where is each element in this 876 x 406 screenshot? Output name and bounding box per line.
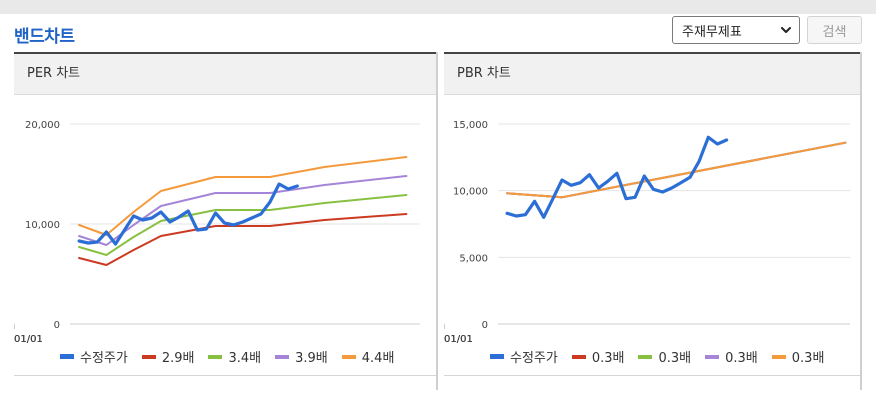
per-chart-panel: PER 차트 0 10,000 20,000 2022/01/012024/01/01…	[14, 52, 438, 390]
legend-item[interactable]: 3.9배	[275, 347, 328, 366]
per-chart: 0 10,000 20,000 2022/01/012024/01/012026/01…	[14, 120, 420, 344]
x-tick-label: 2026/01/01	[444, 334, 473, 344]
legend-label: 수정주가	[510, 351, 558, 366]
legend-label: 3.4배	[228, 351, 262, 366]
legend-label: 3.9배	[295, 351, 328, 366]
band-series-line	[506, 141, 847, 199]
legend-swatch	[275, 354, 290, 359]
y-tick-label: 15,000	[453, 120, 488, 131]
legend-item[interactable]: 2.9배	[141, 347, 195, 366]
band-series-line	[78, 175, 408, 246]
legend-swatch	[141, 354, 156, 359]
legend-label: 0.3배	[725, 351, 758, 366]
legend-item[interactable]: 0.3배	[771, 347, 825, 366]
y-tick-label: 0	[54, 320, 60, 331]
legend-swatch	[571, 354, 586, 359]
y-tick-label: 5,000	[459, 253, 488, 264]
legend-swatch	[60, 354, 74, 359]
y-tick-label: 20,000	[25, 120, 60, 131]
y-tick-label: 10,000	[25, 220, 60, 231]
pbr-panel-divider	[444, 375, 860, 376]
per-panel-divider	[14, 375, 436, 376]
legend-item[interactable]: 3.4배	[208, 347, 261, 366]
legend-swatch	[771, 354, 786, 359]
band-series-line	[78, 156, 408, 236]
legend-label: 2.9배	[161, 351, 195, 366]
per-chart-title: PER 차트	[14, 52, 436, 95]
search-button[interactable]: 검색	[807, 16, 862, 44]
band-series-line	[78, 194, 408, 256]
legend-label: 수정주가	[80, 351, 128, 366]
x-tick-label: 2022/01/01	[444, 334, 473, 344]
legend-swatch	[638, 354, 653, 359]
y-tick-label: 10,000	[453, 187, 488, 198]
legend-item[interactable]: 0.3배	[571, 347, 625, 366]
chevron-down-icon	[781, 27, 791, 33]
per-chart-legend: 수정주가 2.9배 3.4배 3.9배 4.4배	[60, 347, 394, 366]
statement-select[interactable]: 주재무제표	[672, 16, 800, 44]
pbr-chart-panel: PBR 차트 0 5,000 10,000 15,000 2022/01/012024/…	[444, 52, 862, 390]
legend-item[interactable]: 0.3배	[705, 347, 758, 366]
price-series-line	[77, 182, 299, 246]
price-series-line	[505, 135, 729, 219]
pbr-chart-legend: 수정주가 0.3배 0.3배 0.3배 0.3배	[490, 347, 824, 366]
legend-label: 0.3배	[591, 351, 625, 366]
x-tick-label: 2024/01/01	[444, 334, 473, 344]
x-tick-label: 2026/01/01	[14, 334, 43, 344]
y-tick-label: 0	[482, 320, 488, 331]
band-series-line	[78, 213, 408, 266]
x-tick-label: 2024/01/01	[14, 334, 43, 344]
legend-swatch	[341, 354, 356, 359]
statement-select-value: 주재무제표	[682, 24, 742, 40]
legend-swatch	[490, 354, 504, 359]
legend-item[interactable]: 수정주가	[60, 347, 128, 366]
x-tick-label: 2022/01/01	[14, 334, 43, 344]
pbr-chart-title: PBR 차트	[444, 52, 860, 95]
legend-item[interactable]: 수정주가	[490, 347, 558, 366]
legend-label: 0.3배	[658, 351, 692, 366]
legend-item[interactable]: 0.3배	[638, 347, 691, 366]
legend-label: 4.4배	[361, 351, 395, 366]
legend-swatch	[208, 354, 223, 359]
pbr-chart: 0 5,000 10,000 15,000 2022/01/012024/01/0120…	[444, 120, 850, 344]
page-title: 밴드차트	[14, 27, 75, 47]
legend-swatch	[705, 354, 720, 359]
legend-label: 0.3배	[791, 351, 825, 366]
legend-item[interactable]: 4.4배	[341, 347, 395, 366]
